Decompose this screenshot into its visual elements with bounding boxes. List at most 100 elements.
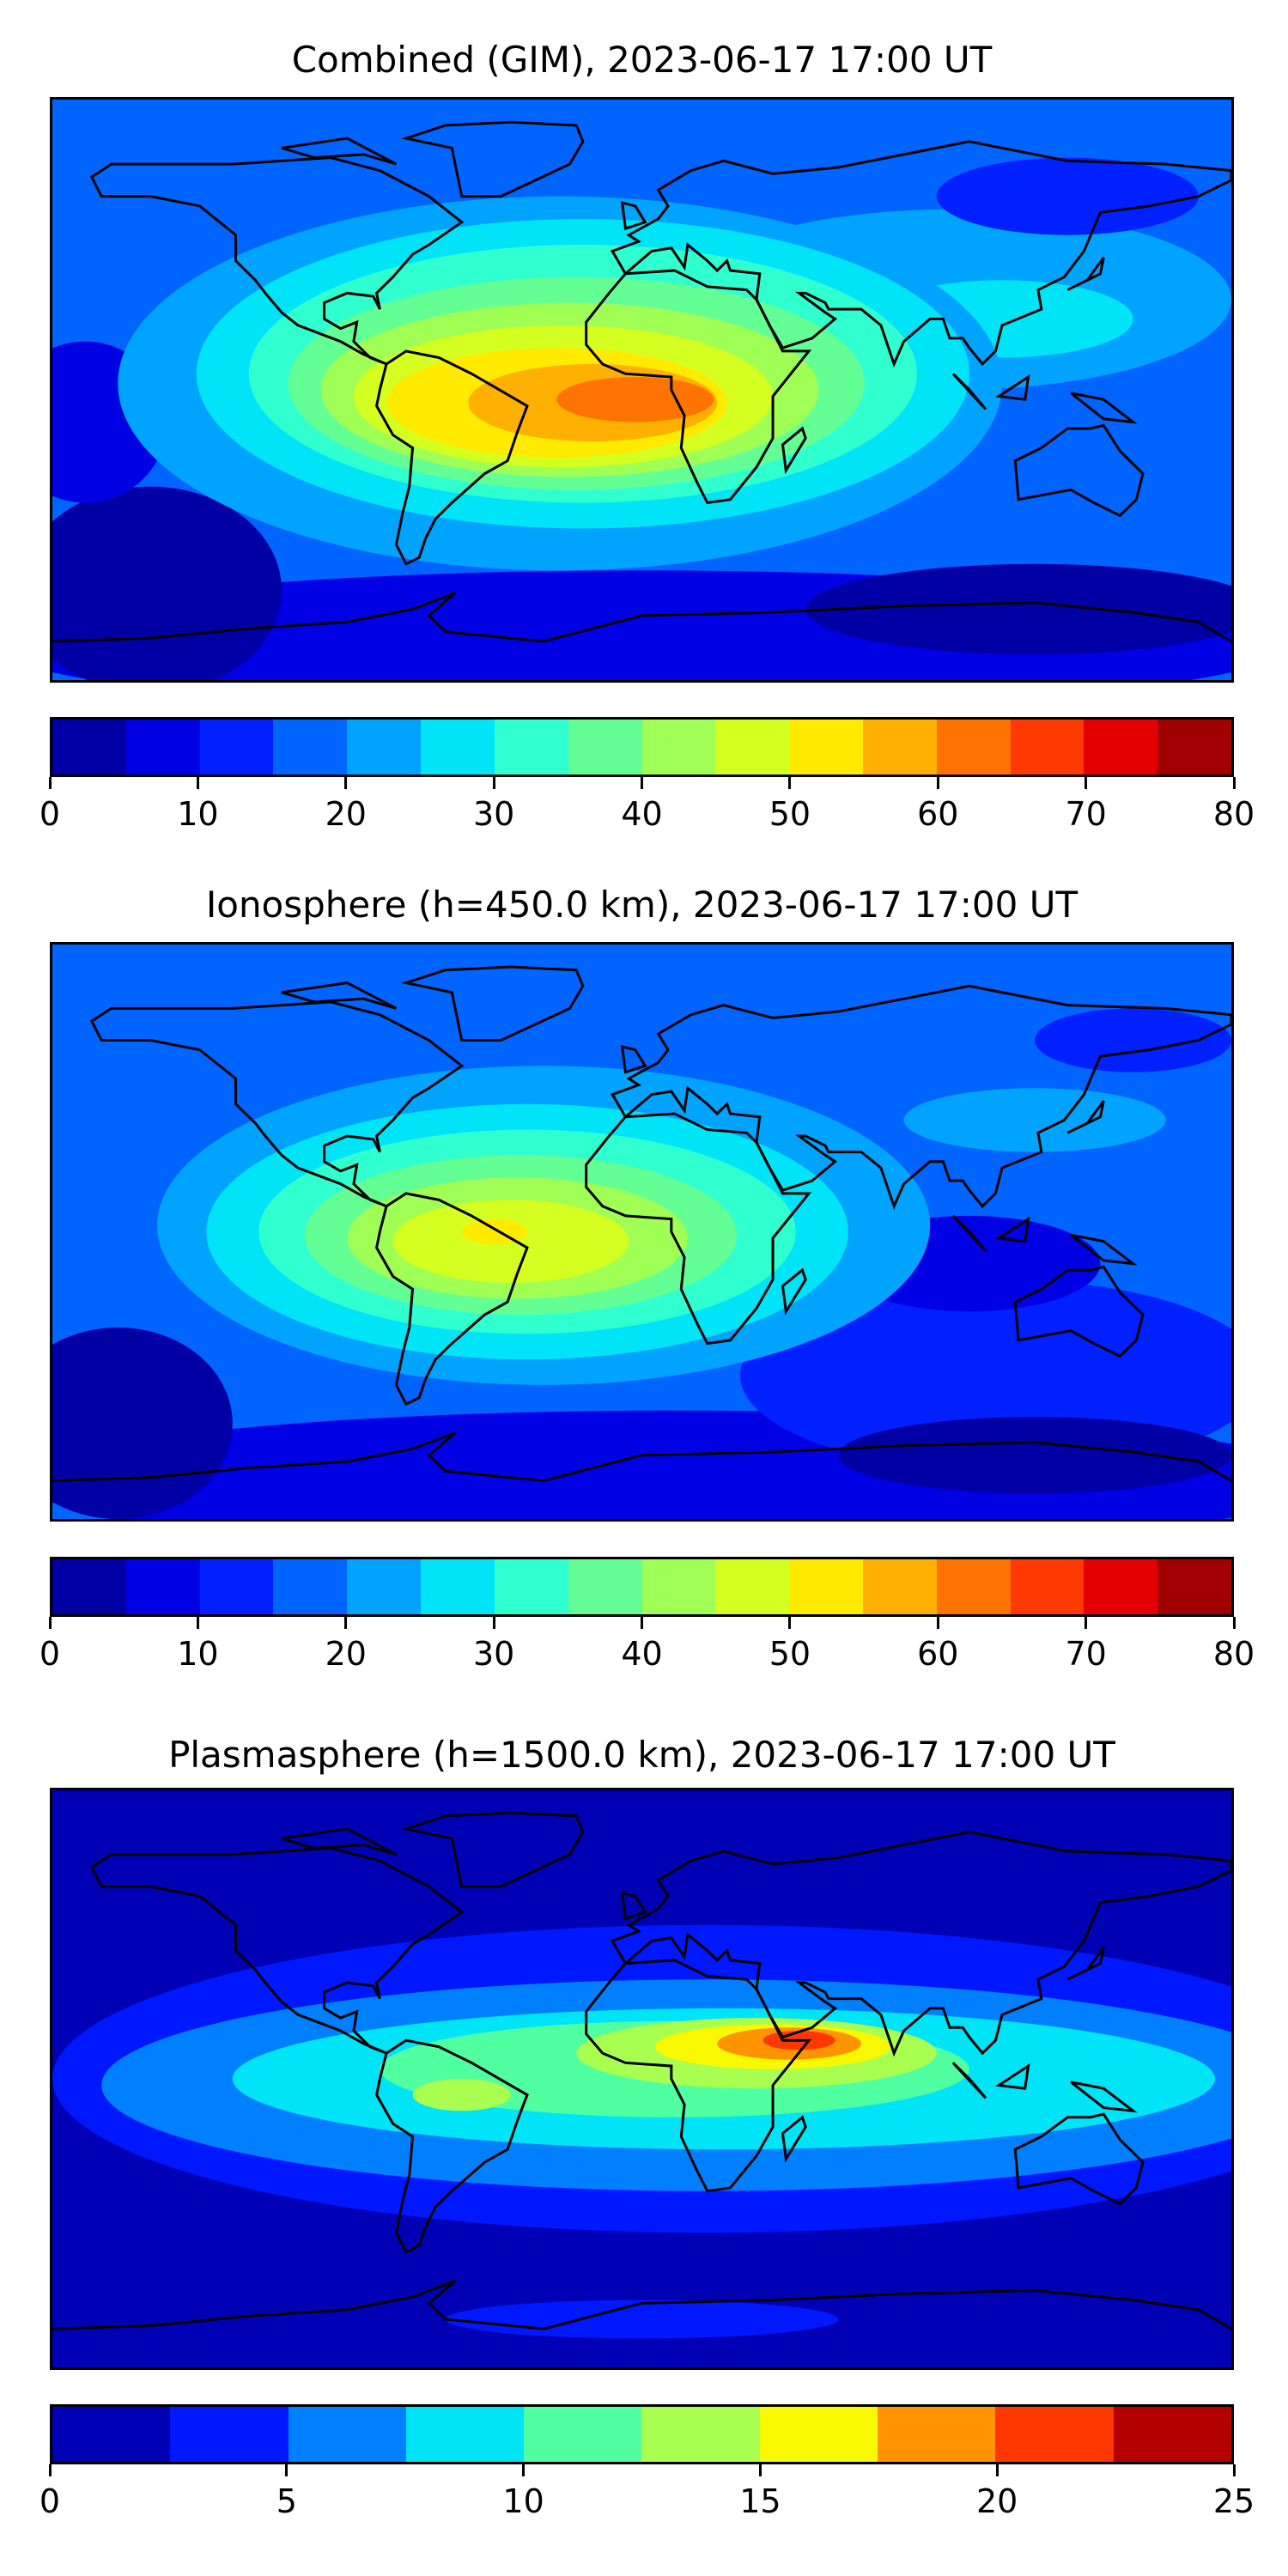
colorbar-tick xyxy=(48,777,52,789)
contour-level-2 xyxy=(1035,1008,1231,1072)
coastline xyxy=(1071,393,1133,422)
colorbar-tick-label: 20 xyxy=(325,795,367,833)
colorbar-tick xyxy=(492,1617,495,1629)
coastline xyxy=(92,1848,462,2053)
chart-title: Ionosphere (h=450.0 km), 2023-06-17 17:0… xyxy=(205,884,1078,926)
colorbar-segment xyxy=(1010,1559,1084,1614)
colorbar-tick xyxy=(196,1617,199,1629)
colorbar-tick xyxy=(936,777,939,789)
colorbar-segment xyxy=(878,2407,996,2462)
contour-level-1 xyxy=(445,2300,839,2339)
coastline xyxy=(782,428,805,471)
colorbar-segment xyxy=(862,720,937,775)
coastline xyxy=(999,2066,1028,2088)
colorbar-segment xyxy=(715,1559,790,1614)
colorbar-tick-label: 40 xyxy=(621,795,663,833)
colorbar-segment xyxy=(273,720,348,775)
colorbar-tick-label: 10 xyxy=(177,795,219,833)
coastline xyxy=(377,351,527,564)
colorbar-tick xyxy=(285,2464,289,2476)
colorbar-tick-label: 20 xyxy=(325,1635,367,1673)
colorbar xyxy=(50,2404,1234,2464)
colorbar-segment xyxy=(273,1559,348,1614)
colorbar-segment xyxy=(347,720,422,775)
colorbar-tick-label: 0 xyxy=(39,2482,61,2520)
colorbar-tick xyxy=(1232,1617,1236,1629)
colorbar-tick-label: 80 xyxy=(1212,1635,1255,1673)
coastline xyxy=(953,1216,986,1251)
contour-level-4 xyxy=(903,1088,1166,1152)
colorbar-tick xyxy=(344,777,348,789)
colorbar-tick-label: 30 xyxy=(472,1635,515,1673)
colorbar-segment xyxy=(52,2407,171,2462)
coastline xyxy=(782,2117,805,2160)
colorbar-segment xyxy=(862,1559,937,1614)
colorbar-segment xyxy=(494,720,568,775)
coastline xyxy=(1067,1947,1103,1979)
coastline xyxy=(1015,425,1143,515)
colorbar-segment xyxy=(1113,2407,1231,2462)
contour-level-5 xyxy=(412,2079,511,2111)
colorbar-tick xyxy=(344,1617,348,1629)
colorbar-segment xyxy=(494,1559,568,1614)
colorbar-tick-label: 10 xyxy=(502,2482,544,2520)
colorbar-segment xyxy=(421,1559,495,1614)
coastline xyxy=(406,967,583,1040)
colorbar-tick xyxy=(641,777,643,789)
contour-map xyxy=(52,100,1231,680)
contour-map xyxy=(52,1790,1231,2367)
colorbar-segment xyxy=(288,2407,406,2462)
colorbar-tick xyxy=(788,777,792,789)
coastlines xyxy=(52,967,1231,1480)
coastline xyxy=(92,158,462,364)
colorbar-segment xyxy=(641,2407,760,2462)
colorbar-tick-label: 40 xyxy=(621,1635,663,1673)
colorbar-segment xyxy=(125,1559,200,1614)
coastline xyxy=(377,2040,527,2251)
colorbar-segment xyxy=(170,2407,289,2462)
colorbar-tick xyxy=(196,777,199,789)
colorbar-segment xyxy=(641,1559,716,1614)
coastline xyxy=(1015,2114,1143,2204)
coastline xyxy=(1071,2082,1133,2111)
colorbar-segment xyxy=(789,1559,863,1614)
coastline-antarctica xyxy=(52,593,1231,641)
colorbar-tick xyxy=(641,1617,643,1629)
contour-level-2 xyxy=(936,157,1199,235)
coastline xyxy=(586,1960,809,2191)
colorbar-segment xyxy=(641,720,716,775)
colorbar-segment xyxy=(1157,720,1231,775)
contour-map xyxy=(52,945,1231,1519)
colorbar-tick-label: 50 xyxy=(769,1635,811,1673)
coastline xyxy=(92,1002,462,1206)
colorbar-segment xyxy=(1157,1559,1231,1614)
colorbar-tick-label: 0 xyxy=(39,1635,61,1673)
colorbar-tick xyxy=(522,2464,526,2476)
colorbar-segment xyxy=(52,1559,126,1614)
coastline xyxy=(282,983,396,1009)
colorbar-tick-label: 5 xyxy=(276,2482,297,2520)
colorbar-tick-label: 20 xyxy=(976,2482,1018,2520)
colorbar-segment xyxy=(759,2407,878,2462)
colorbar-segment xyxy=(789,720,863,775)
coastlines xyxy=(52,122,1231,641)
colorbar-segment xyxy=(524,2407,642,2462)
coastline xyxy=(782,1270,805,1311)
colorbar-segment xyxy=(52,720,126,775)
colorbar-segment xyxy=(936,1559,1011,1614)
contour-level-0 xyxy=(805,563,1231,654)
colorbar-segment xyxy=(421,720,495,775)
colorbar-segment xyxy=(199,720,274,775)
colorbar-segment xyxy=(936,720,1011,775)
colorbar-tick-label: 15 xyxy=(739,2482,781,2520)
coastline xyxy=(612,142,1231,364)
coastline xyxy=(406,1813,583,1886)
colorbar-tick xyxy=(1232,777,1236,789)
colorbar-ticks: 0 10 20 30 40 50 60 70 80 xyxy=(39,1617,1255,1677)
colorbar-tick xyxy=(48,1617,52,1629)
colorbar-segment xyxy=(995,2407,1114,2462)
colorbar-segment xyxy=(568,720,642,775)
coastline xyxy=(612,986,1231,1206)
coastline xyxy=(1067,1101,1103,1133)
colorbar-tick xyxy=(1084,777,1088,789)
